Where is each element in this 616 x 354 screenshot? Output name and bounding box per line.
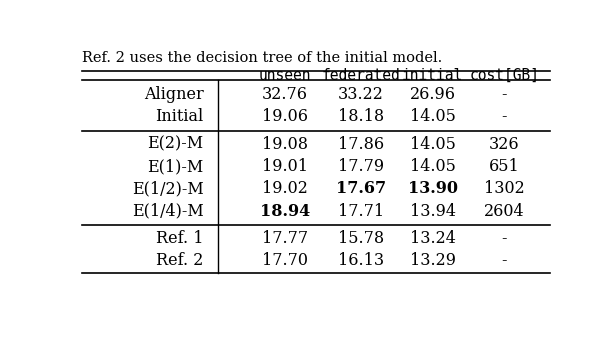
Text: -: - <box>501 108 507 125</box>
Text: Ref. 2 uses the decision tree of the initial model.: Ref. 2 uses the decision tree of the ini… <box>82 51 442 65</box>
Text: 19.06: 19.06 <box>262 108 307 125</box>
Text: cost[GB]: cost[GB] <box>469 68 539 83</box>
Text: 14.05: 14.05 <box>410 108 456 125</box>
Text: 26.96: 26.96 <box>410 86 456 103</box>
Text: 17.70: 17.70 <box>262 252 307 269</box>
Text: 13.24: 13.24 <box>410 230 456 247</box>
Text: -: - <box>501 86 507 103</box>
Text: -: - <box>501 230 507 247</box>
Text: initial: initial <box>402 68 463 83</box>
Text: 18.94: 18.94 <box>259 203 310 220</box>
Text: unseen: unseen <box>259 68 311 83</box>
Text: 326: 326 <box>489 136 519 153</box>
Text: E(1)-M: E(1)-M <box>147 158 203 175</box>
Text: Aligner: Aligner <box>144 86 203 103</box>
Text: E(1/2)-M: E(1/2)-M <box>132 180 203 198</box>
Text: 17.79: 17.79 <box>338 158 384 175</box>
Text: 13.94: 13.94 <box>410 203 456 220</box>
Text: 14.05: 14.05 <box>410 158 456 175</box>
Text: federated: federated <box>322 68 400 83</box>
Text: E(1/4)-M: E(1/4)-M <box>132 203 203 220</box>
Text: 2604: 2604 <box>484 203 525 220</box>
Text: 19.02: 19.02 <box>262 180 307 198</box>
Text: E(2)-M: E(2)-M <box>147 136 203 153</box>
Text: 18.18: 18.18 <box>338 108 384 125</box>
Text: 19.01: 19.01 <box>262 158 307 175</box>
Text: 13.29: 13.29 <box>410 252 456 269</box>
Text: 17.86: 17.86 <box>338 136 384 153</box>
Text: 14.05: 14.05 <box>410 136 456 153</box>
Text: 32.76: 32.76 <box>262 86 307 103</box>
Text: 16.13: 16.13 <box>338 252 384 269</box>
Text: 17.71: 17.71 <box>338 203 384 220</box>
Text: Ref. 1: Ref. 1 <box>156 230 203 247</box>
Text: 15.78: 15.78 <box>338 230 384 247</box>
Text: 1302: 1302 <box>484 180 525 198</box>
Text: 651: 651 <box>489 158 520 175</box>
Text: 19.08: 19.08 <box>262 136 307 153</box>
Text: -: - <box>501 252 507 269</box>
Text: 13.90: 13.90 <box>408 180 458 198</box>
Text: 33.22: 33.22 <box>338 86 384 103</box>
Text: 17.77: 17.77 <box>262 230 308 247</box>
Text: Initial: Initial <box>155 108 203 125</box>
Text: 17.67: 17.67 <box>336 180 386 198</box>
Text: Ref. 2: Ref. 2 <box>156 252 203 269</box>
